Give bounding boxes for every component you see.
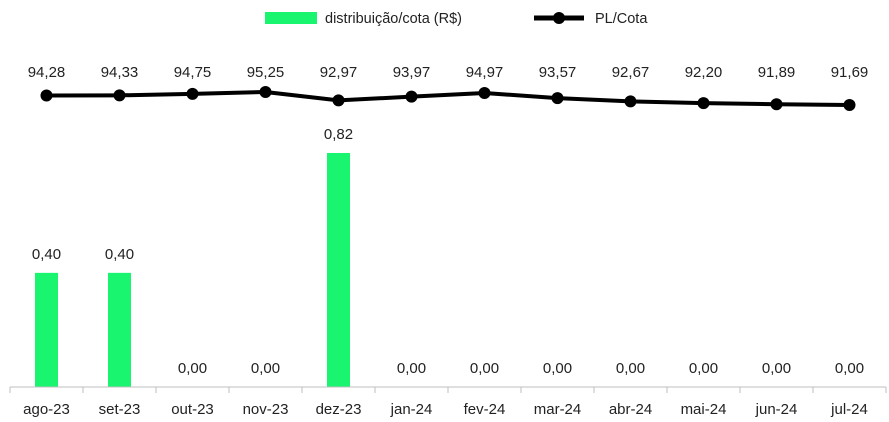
pl-cota-label-jun-24: 91,89 [758,64,796,81]
bar-label-nov-23: 0,00 [251,360,280,377]
pl-cota-point-jun-24 [770,98,783,111]
pl-cota-label-jan-24: 93,97 [393,64,431,81]
line-data-labels: 94,28 94,33 94,75 95,25 92,97 93,97 94,97 93,57… [28,64,869,81]
bar-label-ago-23: 0,40 [32,246,61,263]
pl-cota-point-nov-23 [259,86,272,98]
pl-cota-label-nov-23: 95,25 [247,64,285,81]
pl-cota-label-mai-24: 92,20 [685,64,723,81]
bar-label-jul-24: 0,00 [835,360,864,377]
pl-cota-label-out-23: 94,75 [174,64,212,81]
x-axis-ticks [9,387,887,393]
legend: distribuição/cota (R$) PL/Cota [265,11,648,27]
bar-label-out-23: 0,00 [178,360,207,377]
bar-dez-23 [327,153,350,387]
x-tick-label-abr-24: abr-24 [609,401,652,418]
bar-data-labels: 0,40 0,40 0,00 0,00 0,82 0,00 0,00 0,00 0,00 0,00… [32,126,864,377]
bar-label-jun-24: 0,00 [762,360,791,377]
x-tick-label-mar-24: mar-24 [534,401,582,418]
line-series-pl-cota [40,86,856,111]
pl-cota-point-mar-24 [551,92,564,105]
bar-label-set-23: 0,40 [105,246,134,263]
bar-set-23 [108,272,131,387]
bar-label-jan-24: 0,00 [397,360,426,377]
pl-cota-point-dez-23 [332,94,345,107]
bar-ago-23 [35,272,58,387]
pl-cota-label-ago-23: 94,28 [28,64,66,81]
bar-label-abr-24: 0,00 [616,360,645,377]
bar-label-mar-24: 0,00 [543,360,572,377]
legend-label-distribuicao: distribuição/cota (R$) [325,11,462,27]
x-tick-label-dez-23: dez-23 [316,401,362,418]
legend-swatch-distribuicao [265,12,317,24]
x-tick-label-nov-23: nov-23 [243,401,289,418]
legend-label-pl-cota: PL/Cota [595,11,648,27]
bar-label-dez-23: 0,82 [324,126,353,143]
pl-cota-label-fev-24: 94,97 [466,64,504,81]
x-tick-label-mai-24: mai-24 [681,401,727,418]
pl-cota-point-fev-24 [478,87,491,100]
pl-cota-label-set-23: 94,33 [101,64,139,81]
pl-cota-label-dez-23: 92,97 [320,64,358,81]
pl-cota-point-set-23 [113,89,126,102]
pl-cota-point-abr-24 [624,95,637,108]
pl-cota-point-ago-23 [40,89,53,102]
pl-cota-label-mar-24: 93,57 [539,64,577,81]
x-axis-labels: ago-23 set-23 out-23 nov-23 dez-23 jan-24 fev-… [23,401,868,418]
x-tick-label-jan-24: jan-24 [390,401,433,418]
pl-cota-line [46,90,850,107]
pl-cota-point-jul-24 [843,99,856,111]
pl-cota-point-mai-24 [697,97,710,110]
x-tick-label-ago-23: ago-23 [23,401,70,418]
x-tick-label-jul-24: jul-24 [830,401,868,418]
bar-label-mai-24: 0,00 [689,360,718,377]
bar-label-fev-24: 0,00 [470,360,499,377]
pl-cota-label-abr-24: 92,67 [612,64,650,81]
pl-cota-label-jul-24: 91,69 [831,64,869,81]
x-tick-label-set-23: set-23 [99,401,141,418]
x-tick-label-out-23: out-23 [171,401,214,418]
bar-series-distribuicao [35,153,350,387]
x-tick-label-fev-24: fev-24 [464,401,506,418]
pl-cota-point-jan-24 [405,90,418,103]
pl-cota-point-out-23 [186,87,199,100]
legend-swatch-pl-cota-marker [553,12,565,24]
x-tick-label-jun-24: jun-24 [755,401,798,418]
